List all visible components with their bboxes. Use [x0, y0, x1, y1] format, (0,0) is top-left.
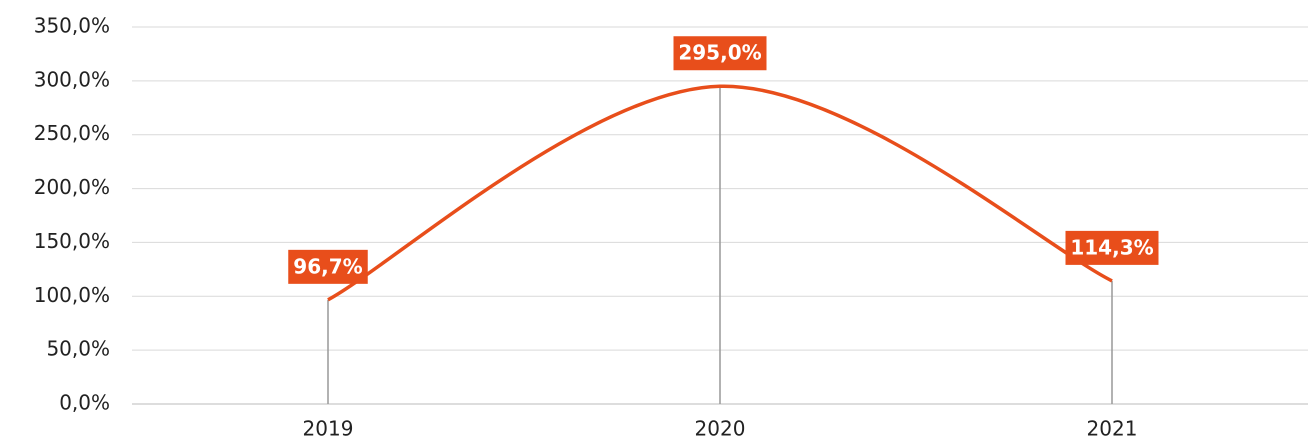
y-tick-label: 100,0%: [34, 283, 110, 307]
y-tick-label: 150,0%: [34, 229, 110, 253]
value-label: 295,0%: [678, 41, 761, 65]
value-label-bg: [1065, 230, 1159, 265]
y-tick-label: 200,0%: [34, 175, 110, 199]
value-label: 96,7%: [293, 254, 362, 278]
y-tick-label: 50,0%: [46, 337, 110, 361]
x-tick-label: 2021: [1087, 417, 1138, 441]
y-tick-label: 250,0%: [34, 121, 110, 145]
x-tick-label: 2020: [695, 417, 746, 441]
value-label: 114,3%: [1070, 235, 1153, 259]
value-label-bg: [288, 249, 368, 284]
x-tick-label: 2019: [303, 417, 354, 441]
line: [327, 84, 1113, 302]
y-tick-label: 300,0%: [34, 67, 110, 91]
y-tick-label: 0,0%: [59, 391, 110, 415]
y-tick-label: 350,0%: [34, 14, 110, 38]
value-label-bg: [673, 36, 767, 71]
